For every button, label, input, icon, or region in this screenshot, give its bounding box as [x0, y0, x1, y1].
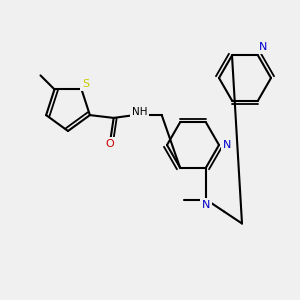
Text: N: N	[259, 43, 267, 52]
Text: NH: NH	[132, 107, 147, 117]
Text: S: S	[82, 80, 89, 89]
Text: O: O	[105, 139, 114, 149]
Text: N: N	[202, 200, 210, 209]
Text: N: N	[223, 140, 231, 150]
